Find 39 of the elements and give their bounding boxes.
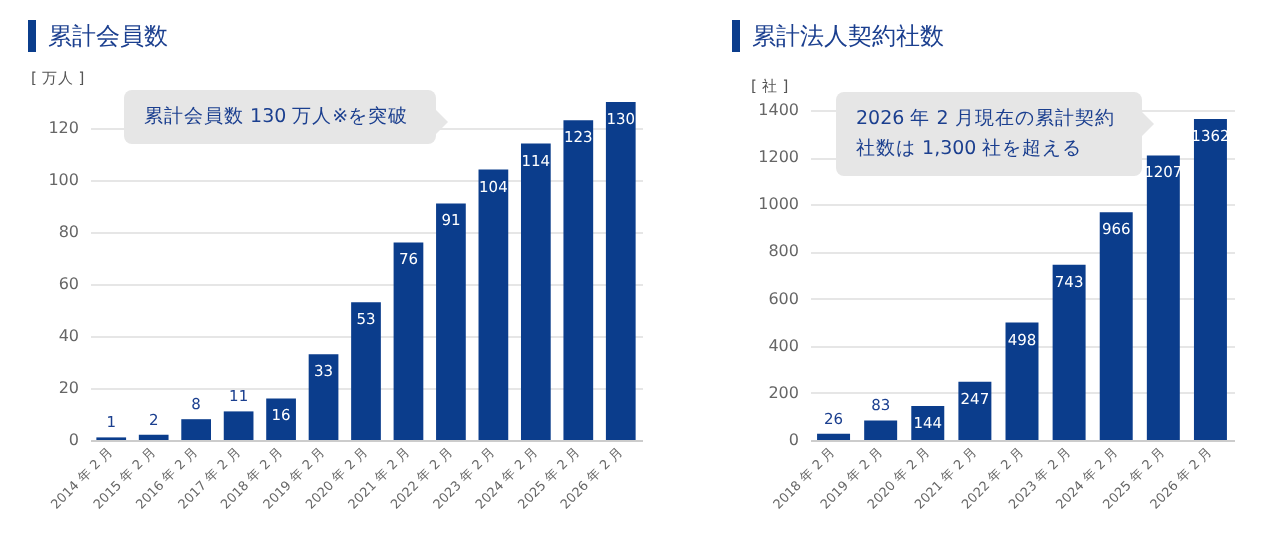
y-tick-label: 400 [768, 336, 799, 355]
bar [817, 433, 851, 440]
bar [1052, 264, 1086, 440]
y-tick-label: 600 [768, 289, 799, 308]
bar [958, 381, 992, 440]
bar [1099, 212, 1133, 440]
bar [1146, 155, 1180, 440]
bar [393, 242, 424, 440]
bar [266, 398, 296, 440]
y-tick-label: 60 [58, 275, 79, 293]
bar [520, 143, 551, 440]
bar [436, 203, 466, 440]
y-tick-label: 1000 [758, 195, 799, 214]
bar [223, 411, 254, 440]
bar [138, 434, 169, 440]
annotation: 累計会員数 130 万人※を突破 [144, 106, 409, 128]
y-tick-label: 1200 [758, 148, 799, 167]
y-tick-label: 200 [768, 383, 799, 402]
y-tick-label: 20 [58, 379, 79, 397]
chart-title: 累計会員数 [48, 22, 168, 50]
chart-title: 累計法人契約社数 [752, 22, 944, 50]
bar [1005, 322, 1039, 440]
y-tick-label: 80 [58, 223, 79, 241]
annotation: 2026 年 2 月現在の累計契約社数は 1,300 社を超える [856, 108, 1115, 160]
y-tick-label: 40 [58, 327, 79, 345]
bar [1193, 118, 1227, 440]
y-tick-label: 120 [48, 119, 79, 137]
y-tick-label: 1400 [758, 101, 799, 119]
bar [181, 419, 212, 440]
bar [478, 169, 509, 440]
bar [308, 354, 339, 440]
bar [864, 420, 898, 440]
y-tick-label: 0 [788, 431, 799, 449]
bar [351, 302, 381, 440]
y-tick-label: 0 [68, 431, 79, 449]
bar [563, 120, 594, 440]
bar [605, 102, 636, 440]
y-tick-label: 100 [48, 171, 79, 189]
y-tick-label: 800 [768, 242, 799, 261]
